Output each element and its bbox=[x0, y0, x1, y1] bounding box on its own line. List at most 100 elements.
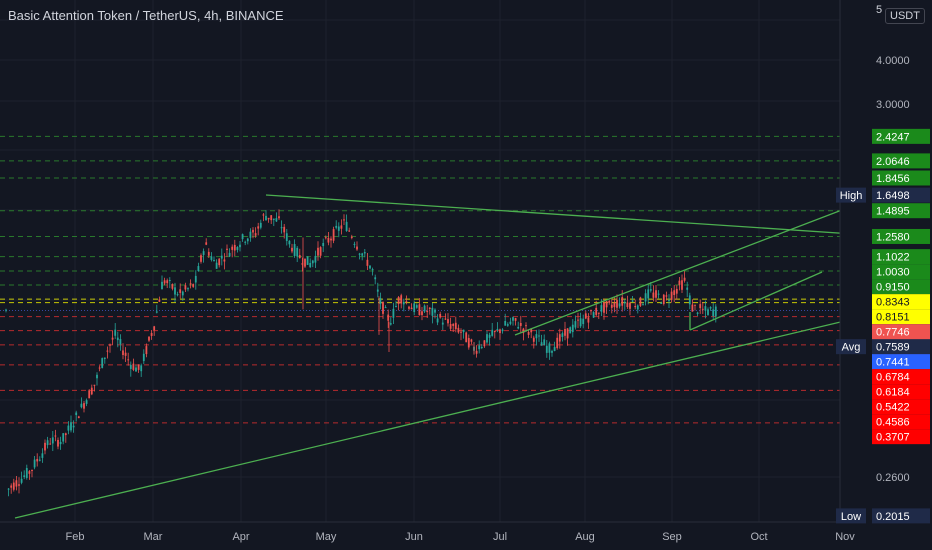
candle-body bbox=[31, 470, 33, 472]
candle-body bbox=[49, 443, 52, 445]
candle-body bbox=[712, 309, 715, 317]
level-price-label: 0.9150 bbox=[876, 282, 910, 294]
candle-body bbox=[314, 255, 317, 263]
candle-body bbox=[210, 256, 213, 260]
candle-body bbox=[213, 260, 215, 262]
level-price-label: 0.3707 bbox=[876, 432, 910, 444]
candle-body bbox=[587, 317, 590, 323]
candle-body bbox=[356, 246, 358, 250]
candle-body bbox=[527, 332, 530, 335]
candle-body bbox=[532, 337, 535, 342]
candle-body bbox=[57, 439, 59, 447]
candle-body bbox=[577, 319, 579, 321]
candle-body bbox=[665, 295, 668, 297]
candle-body bbox=[694, 304, 696, 306]
candle-body bbox=[252, 229, 254, 233]
candle-body bbox=[18, 484, 20, 486]
candle-body bbox=[324, 237, 327, 239]
candle-body bbox=[642, 304, 644, 306]
candle-body bbox=[405, 301, 408, 303]
candle-body bbox=[46, 440, 49, 446]
candle-body bbox=[155, 311, 158, 313]
candle-body bbox=[64, 433, 67, 436]
candle-body bbox=[174, 287, 176, 295]
time-tick-label: Jun bbox=[405, 531, 423, 543]
candle-body bbox=[686, 287, 689, 290]
candle-body bbox=[23, 475, 26, 477]
candle-body bbox=[142, 353, 145, 362]
trend-line bbox=[265, 194, 869, 236]
candle-body bbox=[114, 329, 117, 336]
level-price-box bbox=[872, 264, 930, 280]
candle-body bbox=[363, 252, 366, 254]
candle-body bbox=[678, 280, 681, 285]
level-price-box bbox=[872, 414, 930, 430]
candle-body bbox=[257, 226, 260, 229]
candle-body bbox=[415, 305, 418, 308]
candle-body bbox=[467, 338, 470, 348]
candle-body bbox=[454, 322, 457, 330]
level-price-label: 0.8343 bbox=[876, 297, 910, 309]
candle-body bbox=[101, 358, 104, 368]
candle-body bbox=[662, 294, 665, 304]
candle-body bbox=[122, 350, 124, 355]
level-price-box bbox=[872, 384, 930, 400]
candle-body bbox=[439, 313, 442, 318]
candle-body bbox=[223, 259, 226, 262]
candle-body bbox=[228, 252, 231, 257]
trend-line bbox=[689, 271, 823, 331]
candle-body bbox=[616, 300, 618, 308]
candle-body bbox=[288, 240, 291, 245]
candle-body bbox=[647, 289, 650, 299]
candle-body bbox=[12, 482, 15, 490]
candle-body bbox=[538, 335, 540, 337]
candle-body bbox=[452, 323, 455, 326]
time-tick-label: May bbox=[316, 531, 337, 543]
currency-button[interactable]: USDT bbox=[885, 8, 925, 24]
candle-body bbox=[319, 247, 322, 256]
level-price-label: 1.2580 bbox=[876, 231, 910, 243]
candle-body bbox=[150, 333, 153, 336]
level-price-label: 0.7441 bbox=[876, 357, 910, 369]
candle-body bbox=[220, 255, 223, 259]
candle-body bbox=[714, 306, 717, 317]
price-tick-label: 3.0000 bbox=[876, 99, 910, 111]
candle-body bbox=[51, 437, 54, 444]
candle-body bbox=[379, 298, 382, 304]
candle-body bbox=[613, 302, 616, 308]
candle-body bbox=[696, 312, 699, 314]
candle-body bbox=[83, 403, 85, 409]
candle-body bbox=[7, 488, 10, 490]
candle-body bbox=[652, 292, 655, 298]
candle-body bbox=[423, 305, 426, 312]
candle-body bbox=[127, 359, 130, 361]
trend-line bbox=[14, 314, 871, 519]
time-tick-label: Oct bbox=[750, 531, 767, 543]
level-price-box bbox=[872, 279, 930, 295]
candle-body bbox=[171, 284, 174, 289]
level-tag-box bbox=[836, 339, 866, 355]
candle-body bbox=[597, 312, 600, 314]
candle-body bbox=[462, 329, 465, 333]
candle-body bbox=[551, 350, 553, 353]
candle-body bbox=[158, 299, 161, 302]
candle-body bbox=[590, 310, 592, 312]
candle-body bbox=[488, 334, 491, 338]
candle-body bbox=[592, 312, 595, 318]
level-price-label: 1.4895 bbox=[876, 206, 910, 218]
candle-body bbox=[608, 300, 611, 303]
candle-body bbox=[194, 275, 197, 283]
candle-body bbox=[623, 301, 626, 304]
level-tag: Avg bbox=[842, 342, 861, 354]
candle-body bbox=[434, 309, 436, 313]
candle-body bbox=[483, 340, 486, 347]
candle-body bbox=[106, 350, 109, 352]
candle-body bbox=[413, 303, 416, 313]
candle-body bbox=[244, 241, 247, 243]
candle-body bbox=[603, 302, 605, 313]
candle-body bbox=[358, 253, 361, 255]
candle-body bbox=[353, 243, 356, 245]
candle-body bbox=[582, 318, 585, 325]
candle-body bbox=[618, 303, 621, 307]
